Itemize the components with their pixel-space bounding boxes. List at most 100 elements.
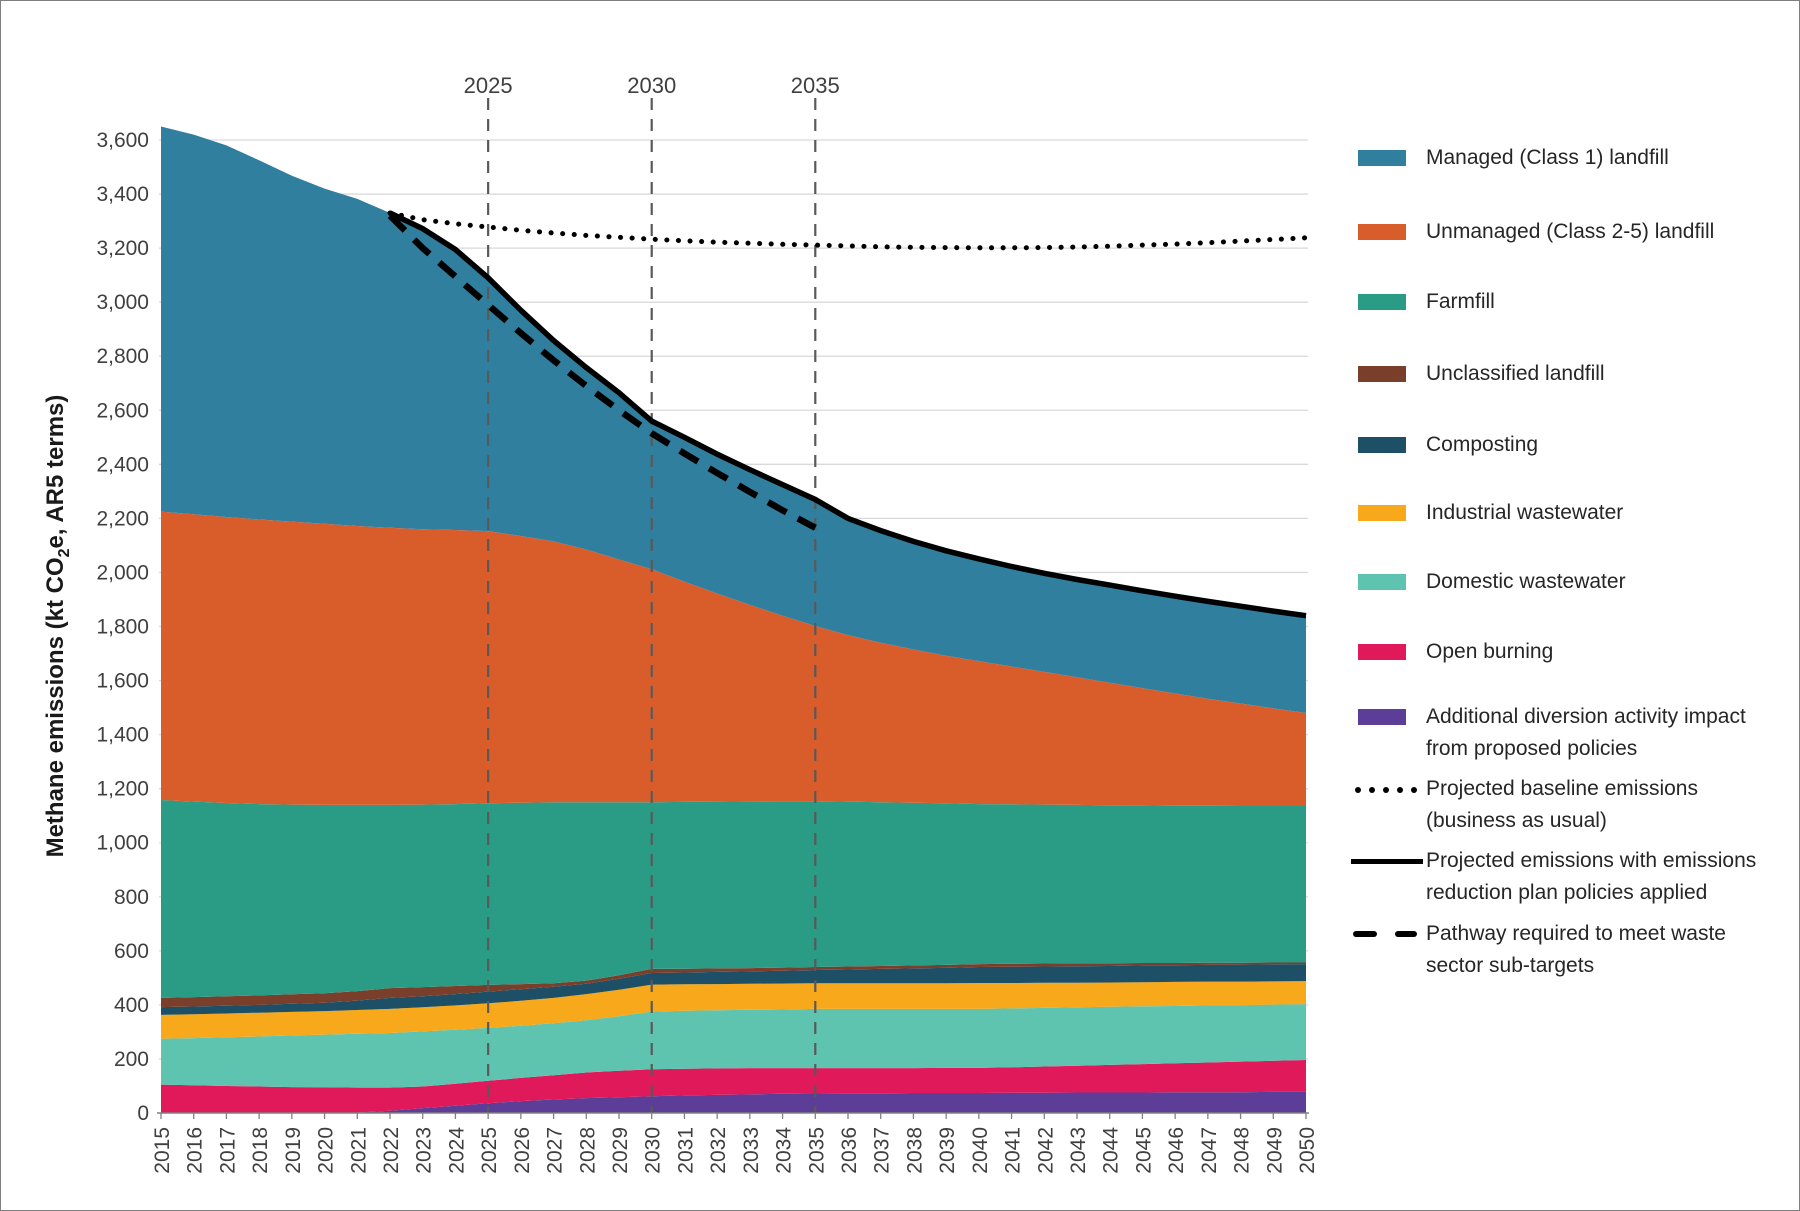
x-tick-label: 2024 — [445, 1127, 468, 1174]
y-axis-title: Methane emissions (kt CO2e, AR5 terms) — [42, 326, 76, 926]
line-dashed — [387, 213, 817, 531]
legend-item-10: Projected emissions with emissions reduct… — [1351, 845, 1756, 909]
solid-line — [1351, 859, 1423, 864]
y-axis-title-sub: 2 — [55, 548, 73, 558]
x-tick-label: 2016 — [184, 1127, 207, 1174]
x-tick-label: 2034 — [773, 1127, 796, 1174]
x-tick-label: 2027 — [544, 1127, 567, 1174]
x-tick-label: 2039 — [936, 1127, 959, 1174]
color-swatch — [1358, 294, 1406, 310]
color-swatch — [1358, 224, 1406, 240]
x-tick-label: 2037 — [871, 1127, 894, 1174]
y-tick-label: 0 — [137, 1102, 149, 1125]
legend-label: Composting — [1426, 433, 1539, 456]
legend-label: Industrial wastewater — [1426, 501, 1624, 524]
y-tick-label: 1,600 — [96, 670, 149, 693]
y-tick-label: 400 — [114, 994, 149, 1017]
color-swatch — [1358, 437, 1406, 453]
x-tick-label: 2048 — [1231, 1127, 1254, 1174]
legend-label: Additional diversion activity impact from… — [1426, 705, 1746, 760]
legend-swatch-icon — [1351, 497, 1426, 529]
dashed-line-icon — [1351, 918, 1426, 950]
x-tick-label: 2041 — [1002, 1127, 1025, 1174]
legend-item-3: Unclassified landfill — [1351, 358, 1605, 390]
y-tick-label: 1,800 — [96, 616, 149, 639]
x-tick-label: 2043 — [1067, 1127, 1090, 1174]
dot — [1411, 787, 1417, 793]
legend-item-8: Additional diversion activity impact from… — [1351, 701, 1746, 765]
x-tick-label: 2045 — [1132, 1127, 1155, 1174]
y-axis-title-prefix: Methane emissions (kt CO — [42, 557, 69, 858]
y-tick-label: 2,200 — [96, 507, 149, 530]
line-dotted — [387, 210, 1309, 251]
x-tick-label: 2038 — [903, 1127, 926, 1174]
legend-item-2: Farmfill — [1351, 286, 1495, 318]
x-tick-label: 2025 — [478, 1127, 501, 1174]
vline-label-2035: 2035 — [791, 73, 840, 98]
x-tick-label: 2036 — [838, 1127, 861, 1174]
y-tick-label: 1,000 — [96, 832, 149, 855]
legend-label: Open burning — [1426, 640, 1554, 663]
area-series-4 — [161, 964, 1306, 1015]
legend-label: Projected baseline emissions (business as… — [1426, 777, 1698, 832]
x-tick-label: 2042 — [1034, 1127, 1057, 1174]
legend-swatch-icon — [1351, 636, 1426, 668]
x-tick-label: 2047 — [1198, 1127, 1221, 1174]
y-tick-label: 2,000 — [96, 561, 149, 584]
overlay-lines — [387, 210, 1309, 619]
legend-label: Projected emissions with emissions reduct… — [1426, 849, 1757, 904]
x-tick-label: 2018 — [249, 1127, 272, 1174]
x-tick-label: 2021 — [347, 1127, 370, 1174]
dot — [1383, 787, 1389, 793]
legend-label: Pathway required to meet waste sector sub… — [1426, 922, 1726, 977]
dot — [1369, 787, 1375, 793]
legend-item-9: Projected baseline emissions (business as… — [1351, 773, 1698, 837]
x-tick-label: 2033 — [740, 1127, 763, 1174]
legend-item-4: Composting — [1351, 429, 1538, 461]
x-tick-label: 2031 — [674, 1127, 697, 1174]
area-series-2 — [161, 1004, 1306, 1088]
color-swatch — [1358, 366, 1406, 382]
vertical-marker-lines: 2025 2030 2035 — [464, 73, 840, 1113]
y-tick-label: 3,200 — [96, 237, 149, 260]
area-series-5 — [161, 962, 1306, 1008]
area-series-3 — [161, 981, 1306, 1039]
legend-swatch-icon — [1351, 566, 1426, 598]
dotted-line-icon — [1351, 773, 1426, 805]
x-tick-label: 2020 — [315, 1127, 338, 1174]
color-swatch — [1358, 709, 1406, 725]
color-swatch — [1358, 505, 1406, 521]
legend-label: Unmanaged (Class 2-5) landfill — [1426, 220, 1715, 243]
color-swatch — [1358, 644, 1406, 660]
color-swatch — [1358, 150, 1406, 166]
x-tick-label: 2050 — [1296, 1127, 1319, 1174]
y-tick-label: 2,800 — [96, 345, 149, 368]
legend-item-1: Unmanaged (Class 2-5) landfill — [1351, 216, 1714, 248]
x-tick-label: 2019 — [282, 1127, 305, 1174]
area-series-1 — [161, 1060, 1306, 1113]
legend-swatch-icon — [1351, 701, 1426, 733]
y-tick-label: 3,000 — [96, 291, 149, 314]
x-tick-label: 2046 — [1165, 1127, 1188, 1174]
x-tick-label: 2023 — [413, 1127, 436, 1174]
x-tick-label: 2044 — [1100, 1127, 1123, 1174]
dash — [1353, 931, 1377, 937]
legend-swatch-icon — [1351, 142, 1426, 174]
legend-swatch-icon — [1351, 216, 1426, 248]
y-tick-label: 3,400 — [96, 183, 149, 206]
area-series-7 — [161, 511, 1306, 806]
x-tick-label: 2040 — [969, 1127, 992, 1174]
x-tick-label: 2022 — [380, 1127, 403, 1174]
y-tick-label: 1,200 — [96, 778, 149, 801]
legend-item-0: Managed (Class 1) landfill — [1351, 142, 1669, 174]
x-tick-label: 2017 — [216, 1127, 239, 1174]
area-series-0 — [161, 1091, 1306, 1113]
x-tick-label: 2026 — [511, 1127, 534, 1174]
legend-item-5: Industrial wastewater — [1351, 497, 1623, 529]
area-series-6 — [161, 800, 1306, 998]
y-tick-labels: 0 200 400 600 800 1,000 1,200 1,400 1,600 1,800 2,… — [96, 129, 149, 1125]
x-tick-label: 2032 — [707, 1127, 730, 1174]
legend-label: Unclassified landfill — [1426, 362, 1605, 385]
y-tick-label: 1,400 — [96, 724, 149, 747]
